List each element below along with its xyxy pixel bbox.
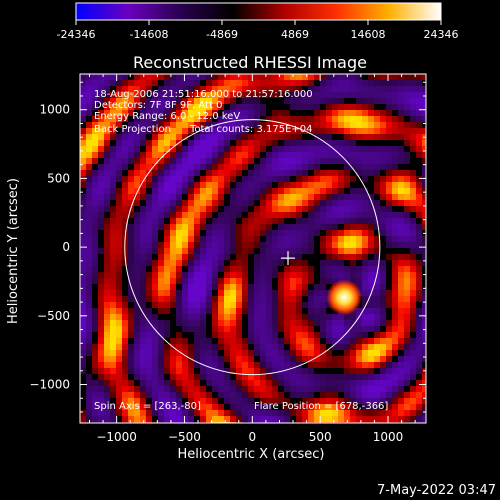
x-tick-label: 1000 xyxy=(373,430,404,444)
x-tick-label: 0 xyxy=(249,430,257,444)
colorbar-labels: -24346 -14608 -4869 4869 14608 24346 xyxy=(57,28,459,41)
axis-ticks xyxy=(80,74,426,423)
spin-axis-label: Spin Axis = [263,-80] xyxy=(94,401,201,412)
colorbar-tick-label: 4869 xyxy=(281,28,309,41)
solar-limb-circle xyxy=(124,119,381,376)
x-tick-label: −500 xyxy=(168,430,201,444)
colorbar-tick-label: -24346 xyxy=(57,28,96,41)
x-tick-label: 500 xyxy=(309,430,332,444)
image-pattern xyxy=(80,74,426,423)
y-tick-label: −1000 xyxy=(29,378,70,392)
y-tick-label: 1000 xyxy=(39,103,70,117)
plot-frame xyxy=(79,73,427,424)
y-axis-label: Heliocentric Y (arcsec) xyxy=(6,178,21,324)
info-block: 18-Aug-2006 21:51:16.000 to 21:57:16.000… xyxy=(94,89,313,135)
colorbar-ticks xyxy=(75,20,442,25)
colorbar-tick-label: 14608 xyxy=(351,28,386,41)
info-line-time: 18-Aug-2006 21:51:16.000 to 21:57:16.000 xyxy=(94,89,313,100)
flare-source xyxy=(326,279,363,316)
info-line-energy: Energy Range: 6.0 - 12.0 keV xyxy=(94,111,240,122)
flare-position-label: Flare Position = [678,-366] xyxy=(254,401,388,412)
spin-axis-marker xyxy=(281,251,296,266)
y-tick-label: 0 xyxy=(62,240,70,254)
timestamp: 7-May-2022 03:47 xyxy=(377,483,496,498)
colorbar-tick-label: -4869 xyxy=(206,28,238,41)
chart-title: Reconstructed RHESSI Image xyxy=(133,53,367,72)
info-line-method: Back Projection Total counts: 3.175E+04 xyxy=(94,124,313,135)
x-axis-label: Heliocentric X (arcsec) xyxy=(178,447,325,462)
x-tick-label: −1000 xyxy=(96,430,137,444)
y-tick-labels: −1000 −500 0 500 1000 xyxy=(29,103,70,392)
info-line-detectors: Detectors: 7F 8F 9F, Att 0 xyxy=(94,100,222,111)
x-tick-labels: −1000 −500 0 500 1000 xyxy=(96,430,403,444)
colorbar xyxy=(75,2,442,21)
y-tick-label: −500 xyxy=(37,309,70,323)
y-tick-label: 500 xyxy=(47,171,70,185)
colorbar-tick-label: 24346 xyxy=(424,28,459,41)
colorbar-tick-label: -14608 xyxy=(130,28,169,41)
